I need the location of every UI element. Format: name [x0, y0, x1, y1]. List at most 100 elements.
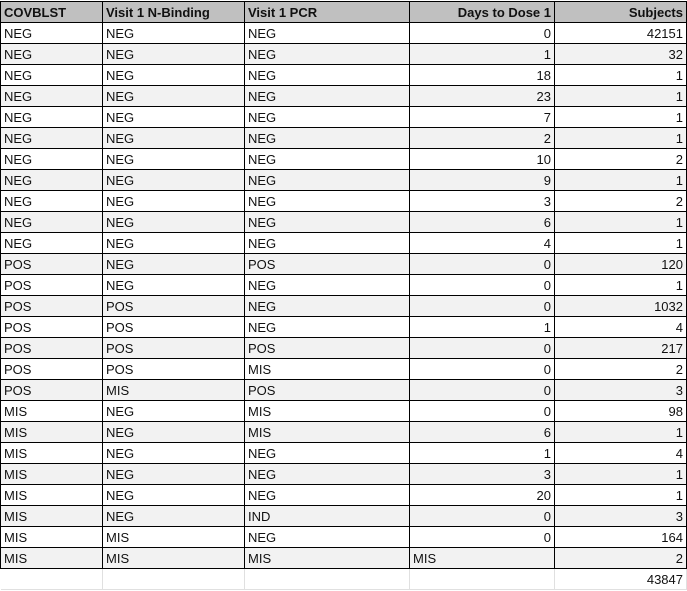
- table-cell[interactable]: POS: [0, 379, 103, 401]
- empty-cell[interactable]: [102, 568, 245, 590]
- table-cell[interactable]: NEG: [244, 232, 410, 254]
- table-cell[interactable]: POS: [0, 274, 103, 296]
- table-cell[interactable]: MIS: [244, 547, 410, 569]
- table-cell[interactable]: NEG: [102, 190, 245, 212]
- table-cell[interactable]: NEG: [0, 22, 103, 44]
- table-cell[interactable]: NEG: [0, 148, 103, 170]
- table-cell[interactable]: NEG: [244, 442, 410, 464]
- table-cell[interactable]: 0: [409, 274, 555, 296]
- table-cell[interactable]: 217: [554, 337, 687, 359]
- table-cell[interactable]: NEG: [244, 85, 410, 107]
- table-cell[interactable]: NEG: [102, 43, 245, 65]
- table-cell[interactable]: MIS: [409, 547, 555, 569]
- table-cell[interactable]: IND: [244, 505, 410, 527]
- table-cell[interactable]: 1: [554, 127, 687, 149]
- table-cell[interactable]: MIS: [0, 463, 103, 485]
- table-cell[interactable]: NEG: [102, 505, 245, 527]
- table-cell[interactable]: NEG: [102, 400, 245, 422]
- table-cell[interactable]: POS: [0, 295, 103, 317]
- table-cell[interactable]: 2: [554, 190, 687, 212]
- total-cell[interactable]: 43847: [554, 568, 687, 590]
- table-cell[interactable]: 3: [409, 463, 555, 485]
- table-cell[interactable]: NEG: [244, 274, 410, 296]
- table-cell[interactable]: 2: [409, 127, 555, 149]
- table-cell[interactable]: NEG: [244, 127, 410, 149]
- table-cell[interactable]: MIS: [0, 442, 103, 464]
- table-cell[interactable]: 0: [409, 295, 555, 317]
- table-cell[interactable]: 0: [409, 505, 555, 527]
- table-cell[interactable]: 9: [409, 169, 555, 191]
- table-cell[interactable]: 3: [409, 190, 555, 212]
- table-cell[interactable]: 0: [409, 358, 555, 380]
- table-cell[interactable]: NEG: [244, 316, 410, 338]
- table-cell[interactable]: 1: [554, 274, 687, 296]
- empty-cell[interactable]: [409, 568, 555, 590]
- table-cell[interactable]: NEG: [244, 463, 410, 485]
- column-header[interactable]: Visit 1 N-Binding: [102, 1, 245, 23]
- table-cell[interactable]: NEG: [244, 295, 410, 317]
- table-cell[interactable]: MIS: [0, 505, 103, 527]
- table-cell[interactable]: 4: [409, 232, 555, 254]
- table-cell[interactable]: NEG: [0, 64, 103, 86]
- table-cell[interactable]: 1: [554, 85, 687, 107]
- table-cell[interactable]: MIS: [0, 421, 103, 443]
- table-cell[interactable]: MIS: [102, 379, 245, 401]
- table-cell[interactable]: POS: [0, 337, 103, 359]
- table-cell[interactable]: NEG: [0, 190, 103, 212]
- table-cell[interactable]: NEG: [102, 22, 245, 44]
- table-cell[interactable]: MIS: [102, 526, 245, 548]
- table-cell[interactable]: 4: [554, 442, 687, 464]
- table-cell[interactable]: NEG: [102, 85, 245, 107]
- table-cell[interactable]: NEG: [0, 127, 103, 149]
- table-cell[interactable]: 1: [554, 484, 687, 506]
- table-cell[interactable]: MIS: [0, 400, 103, 422]
- table-cell[interactable]: POS: [244, 337, 410, 359]
- table-cell[interactable]: 120: [554, 253, 687, 275]
- table-cell[interactable]: 1: [554, 64, 687, 86]
- table-cell[interactable]: NEG: [244, 526, 410, 548]
- table-cell[interactable]: 164: [554, 526, 687, 548]
- table-cell[interactable]: NEG: [102, 274, 245, 296]
- table-cell[interactable]: NEG: [102, 148, 245, 170]
- table-cell[interactable]: POS: [102, 337, 245, 359]
- table-cell[interactable]: NEG: [0, 169, 103, 191]
- table-cell[interactable]: NEG: [102, 463, 245, 485]
- table-cell[interactable]: 1: [409, 43, 555, 65]
- table-cell[interactable]: NEG: [102, 211, 245, 233]
- table-cell[interactable]: NEG: [0, 85, 103, 107]
- table-cell[interactable]: NEG: [102, 64, 245, 86]
- table-cell[interactable]: NEG: [244, 106, 410, 128]
- table-cell[interactable]: 32: [554, 43, 687, 65]
- table-cell[interactable]: 3: [554, 379, 687, 401]
- table-cell[interactable]: NEG: [244, 484, 410, 506]
- table-cell[interactable]: NEG: [102, 106, 245, 128]
- table-cell[interactable]: NEG: [244, 190, 410, 212]
- table-cell[interactable]: MIS: [0, 484, 103, 506]
- table-cell[interactable]: NEG: [244, 148, 410, 170]
- table-cell[interactable]: POS: [102, 358, 245, 380]
- table-cell[interactable]: 2: [554, 547, 687, 569]
- table-cell[interactable]: 2: [554, 358, 687, 380]
- empty-cell[interactable]: [0, 568, 103, 590]
- table-cell[interactable]: MIS: [244, 421, 410, 443]
- table-cell[interactable]: 0: [409, 337, 555, 359]
- table-cell[interactable]: 7: [409, 106, 555, 128]
- table-cell[interactable]: NEG: [102, 442, 245, 464]
- table-cell[interactable]: 0: [409, 253, 555, 275]
- table-cell[interactable]: POS: [244, 253, 410, 275]
- table-cell[interactable]: NEG: [102, 232, 245, 254]
- table-cell[interactable]: 10: [409, 148, 555, 170]
- table-cell[interactable]: NEG: [102, 253, 245, 275]
- table-cell[interactable]: 1032: [554, 295, 687, 317]
- table-cell[interactable]: 1: [554, 211, 687, 233]
- table-cell[interactable]: 1: [554, 232, 687, 254]
- table-cell[interactable]: 1: [554, 169, 687, 191]
- table-cell[interactable]: MIS: [244, 358, 410, 380]
- table-cell[interactable]: MIS: [102, 547, 245, 569]
- table-cell[interactable]: 23: [409, 85, 555, 107]
- table-cell[interactable]: MIS: [0, 526, 103, 548]
- table-cell[interactable]: 4: [554, 316, 687, 338]
- table-cell[interactable]: POS: [0, 253, 103, 275]
- table-cell[interactable]: NEG: [244, 43, 410, 65]
- table-cell[interactable]: NEG: [0, 211, 103, 233]
